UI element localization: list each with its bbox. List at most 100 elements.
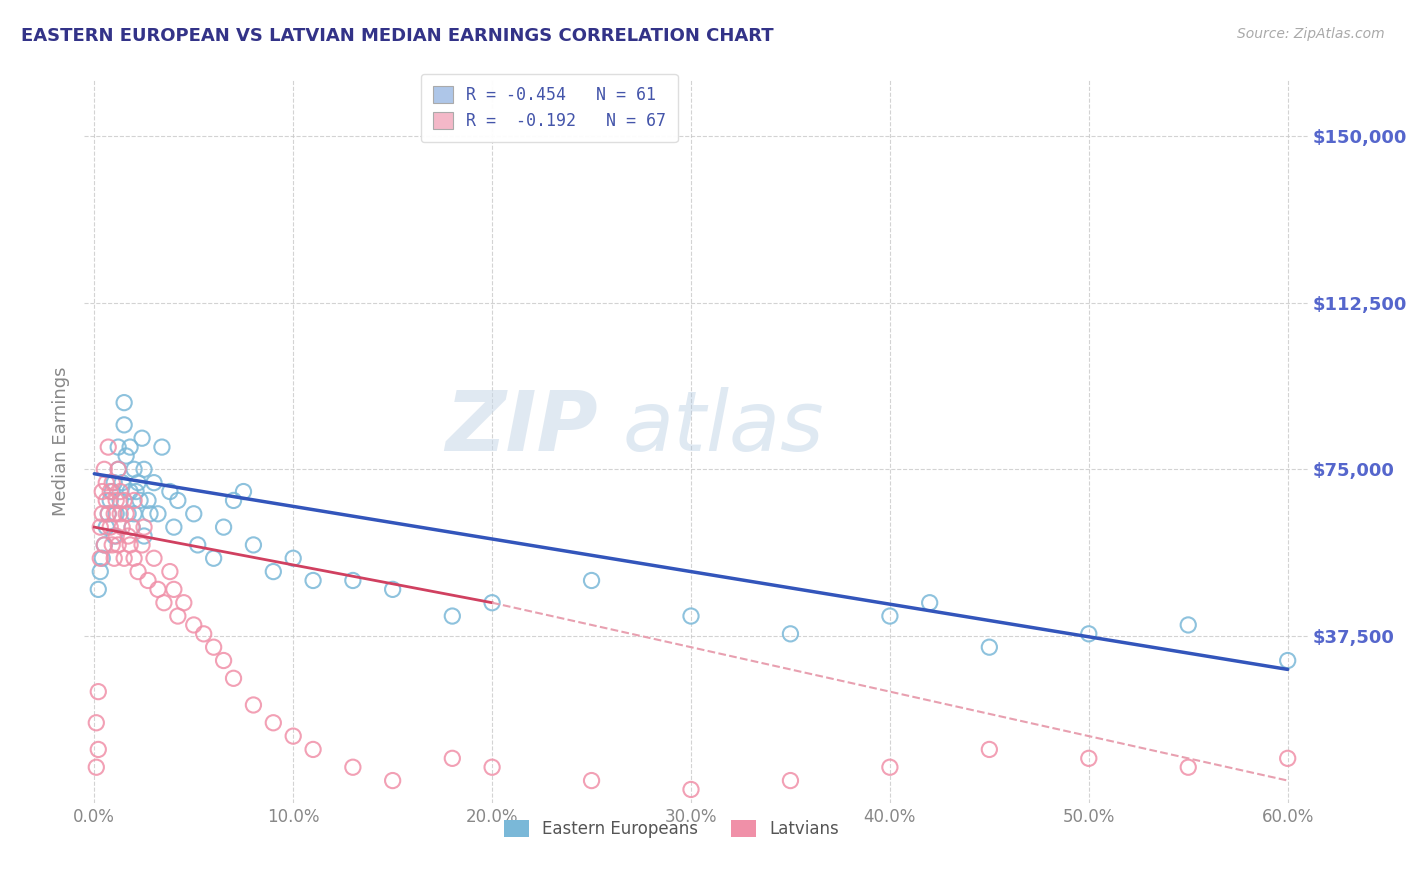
Point [581,773,603,788]
Point [779,627,801,641]
Point [1077,751,1099,765]
Point [89,551,111,566]
Point [103,551,125,566]
Point [441,609,464,624]
Point [232,484,254,499]
Point [481,596,503,610]
Point [121,520,143,534]
Point [97,507,120,521]
Point [302,742,325,756]
Point [779,773,801,788]
Point [132,462,155,476]
Point [105,529,128,543]
Point [127,565,149,579]
Point [112,417,135,432]
Point [187,538,209,552]
Point [879,609,901,624]
Point [91,484,114,499]
Point [1077,627,1099,641]
Point [143,475,166,490]
Point [105,507,128,521]
Point [97,440,120,454]
Text: EASTERN EUROPEAN VS LATVIAN MEDIAN EARNINGS CORRELATION CHART: EASTERN EUROPEAN VS LATVIAN MEDIAN EARNI… [21,27,773,45]
Point [115,507,138,521]
Point [132,520,155,534]
Point [98,520,121,534]
Point [166,609,188,624]
Point [159,484,181,499]
Point [122,493,145,508]
Point [91,551,114,566]
Point [84,760,107,774]
Point [202,551,225,566]
Point [98,484,121,499]
Point [173,596,195,610]
Text: Source: ZipAtlas.com: Source: ZipAtlas.com [1237,27,1385,41]
Point [163,582,186,597]
Point [103,475,125,490]
Point [918,596,941,610]
Point [108,493,131,508]
Point [120,484,142,499]
Point [342,574,364,588]
Point [979,640,1001,655]
Point [101,538,124,552]
Point [108,507,131,521]
Point [202,640,225,655]
Point [107,538,129,552]
Point [101,475,124,490]
Point [117,507,139,521]
Point [302,574,325,588]
Point [89,565,111,579]
Y-axis label: Median Earnings: Median Earnings [52,367,70,516]
Point [242,698,264,712]
Point [111,475,134,490]
Point [112,493,135,508]
Point [107,462,129,476]
Point [122,551,145,566]
Point [283,551,305,566]
Point [581,574,603,588]
Point [381,582,404,597]
Point [125,484,148,499]
Point [91,507,114,521]
Point [87,582,110,597]
Point [108,484,131,499]
Point [84,715,107,730]
Point [979,742,1001,756]
Point [1277,751,1299,765]
Point [103,507,125,521]
Point [89,520,111,534]
Point [679,782,702,797]
Point [111,520,134,534]
Point [98,493,121,508]
Point [879,760,901,774]
Point [1177,618,1199,632]
Point [131,431,153,445]
Point [107,440,129,454]
Point [222,671,245,685]
Point [120,440,142,454]
Point [242,538,264,552]
Point [122,507,145,521]
Point [131,538,153,552]
Point [193,627,215,641]
Point [101,484,124,499]
Point [93,462,115,476]
Point [127,475,149,490]
Point [136,574,159,588]
Point [441,751,464,765]
Text: ZIP: ZIP [446,386,598,467]
Point [122,462,145,476]
Text: atlas: atlas [623,386,824,467]
Point [342,760,364,774]
Point [112,551,135,566]
Point [159,565,181,579]
Point [163,520,186,534]
Point [153,596,176,610]
Point [222,493,245,508]
Point [96,493,118,508]
Point [481,760,503,774]
Point [212,520,235,534]
Point [96,520,118,534]
